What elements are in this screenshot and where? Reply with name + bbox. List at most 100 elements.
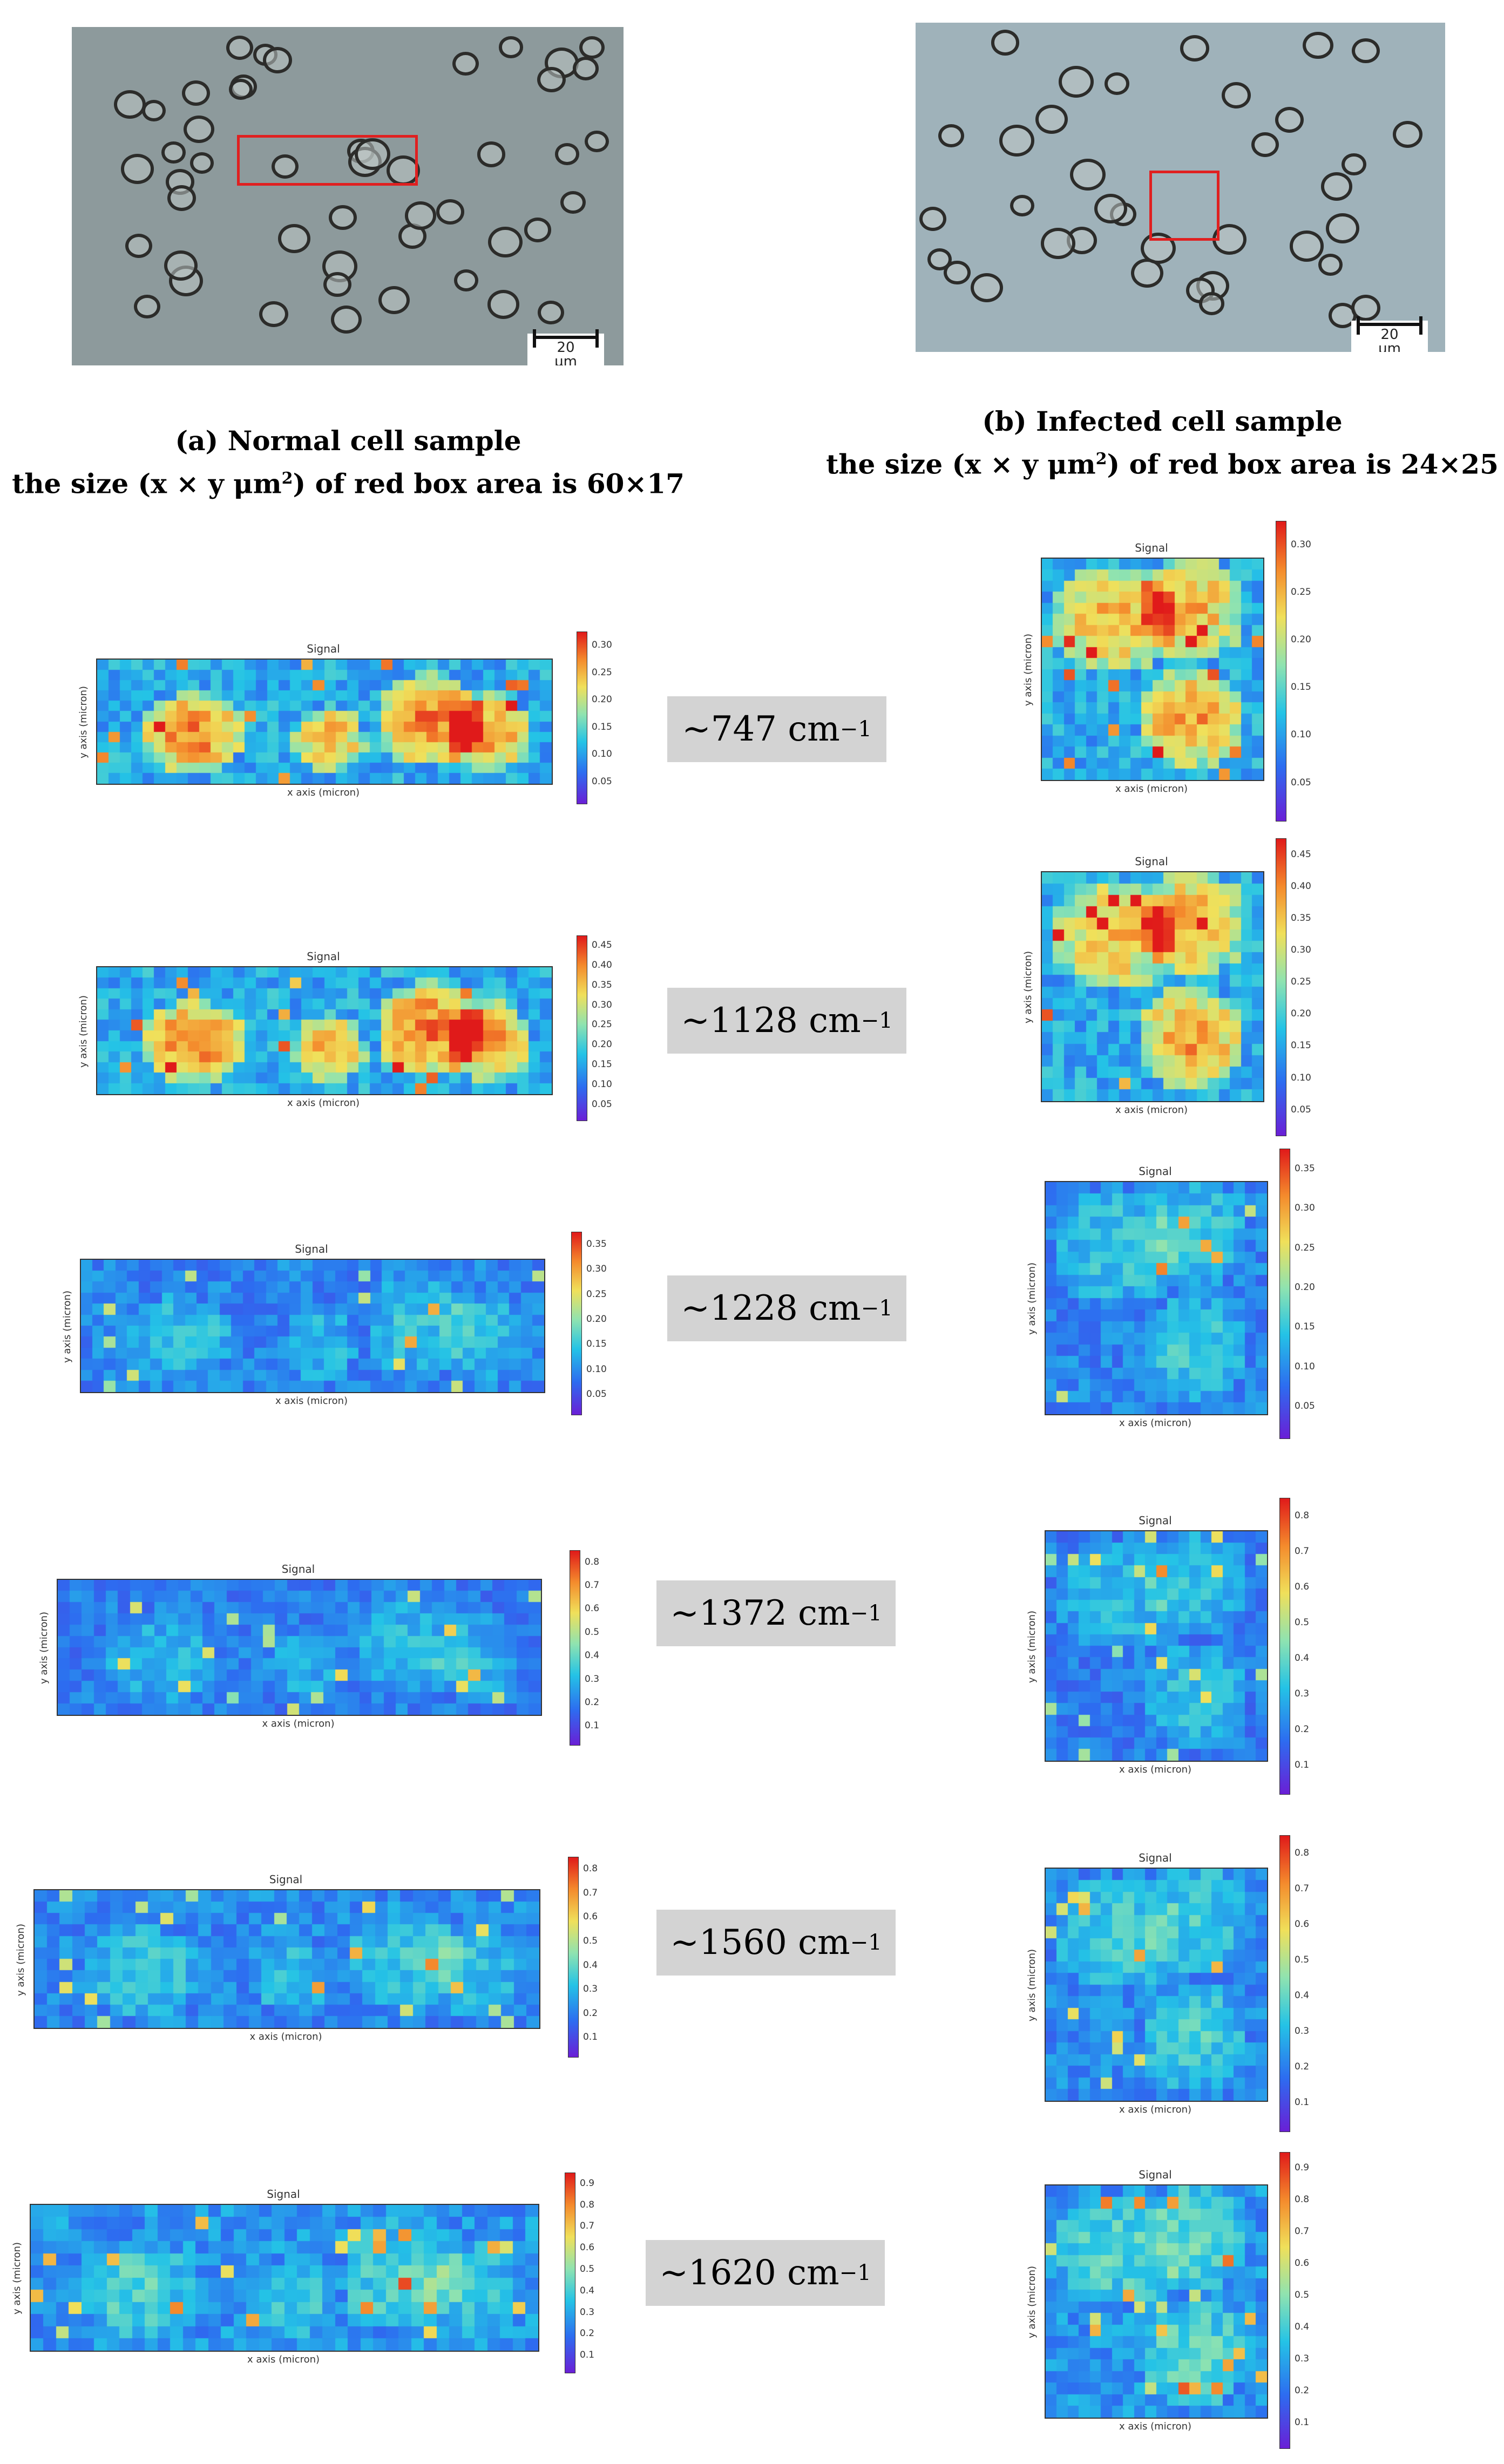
- colorbar-tick: 0.10: [1291, 1072, 1311, 1083]
- colorbar-tick: 0.5: [1295, 1954, 1310, 1966]
- colorbar-tick: 0.6: [585, 1603, 600, 1614]
- normal-cell: [125, 234, 152, 259]
- infected-cell: [1094, 194, 1128, 224]
- normal-cell: [189, 152, 214, 174]
- colorbar-tick: 0.15: [586, 1339, 607, 1350]
- colorbar-tick: 0.9: [1295, 2162, 1310, 2174]
- infected-cell: [1251, 132, 1279, 157]
- colorbar-tick: 0.20: [1291, 634, 1311, 646]
- wavenumber-label: ~1128 cm −1: [667, 988, 906, 1054]
- normal-cell: [572, 57, 599, 81]
- normal-scale-value: 20: [557, 340, 575, 356]
- colorbar-tick: 0.1: [1295, 2417, 1310, 2428]
- normal-cell: [167, 185, 197, 211]
- x-axis-label: x axis (micron): [1119, 2421, 1192, 2432]
- y-axis-label: y axis (micron): [1026, 1949, 1038, 2021]
- normal-cell: [488, 226, 523, 257]
- colorbar-ticks: 0.30 0.25 0.20 0.15 0.10 0.05: [1291, 521, 1323, 820]
- normal-cell: [113, 90, 146, 119]
- colorbar-tick: 0.5: [580, 2264, 595, 2275]
- colorbar-tick: 0.05: [592, 1098, 612, 1110]
- infected-cell: [938, 124, 965, 148]
- colorbar-ticks: 0.45 0.40 0.35 0.30 0.25 0.20 0.15 0.10 0.05: [592, 935, 624, 1120]
- x-axis-label: x axis (micron): [275, 1395, 348, 1407]
- colorbar-tick: 0.10: [1295, 1361, 1315, 1372]
- infected-cell: [1325, 213, 1359, 243]
- normal-cell: [584, 131, 609, 153]
- normal-cell: [555, 143, 580, 165]
- normal-micrograph: 20 μm: [72, 27, 624, 365]
- wavenumber-label: ~1372 cm −1: [656, 1580, 896, 1646]
- heatmap: [57, 1579, 542, 1716]
- colorbar-tick: 0.8: [1295, 2194, 1310, 2205]
- y-axis-label: y axis (micron): [78, 995, 89, 1068]
- normal-cell: [323, 271, 351, 297]
- colorbar-tick: 0.8: [585, 1556, 600, 1567]
- colorbar-tick: 0.10: [586, 1363, 607, 1375]
- x-axis-label: x axis (micron): [1115, 783, 1188, 795]
- y-axis-label: y axis (micron): [38, 1611, 50, 1684]
- colorbar-tick: 0.2: [583, 2007, 598, 2019]
- infected-micrograph: 20 μm: [916, 23, 1445, 352]
- wavenumber-label: ~1228 cm −1: [667, 1275, 906, 1341]
- colorbar-tick: 0.40: [592, 960, 612, 971]
- normal-cell: [262, 47, 293, 74]
- colorbar-tick: 0.30: [1295, 1203, 1315, 1214]
- colorbar: [1279, 1498, 1290, 1795]
- normal-cell: [278, 224, 310, 253]
- normal-cell: [524, 218, 552, 242]
- heatmap: [30, 2204, 539, 2352]
- colorbar-tick: 0.7: [583, 1887, 598, 1898]
- colorbar-tick: 0.8: [580, 2199, 595, 2210]
- wavenumber-label: ~1620 cm −1: [646, 2240, 885, 2306]
- infected-caption-size: the size (x × y μm2) of red box area is …: [826, 448, 1499, 480]
- colorbar-tick: 0.25: [586, 1288, 607, 1300]
- colorbar-tick: 0.3: [583, 1984, 598, 1995]
- colorbar-tick: 0.35: [1295, 1163, 1315, 1174]
- heatmap: [1041, 871, 1264, 1102]
- colorbar-tick: 0.6: [1295, 1919, 1310, 1930]
- colorbar-tick: 0.15: [1291, 682, 1311, 693]
- map-title: Signal: [307, 642, 340, 655]
- colorbar-tick: 0.7: [585, 1580, 600, 1591]
- colorbar-tick: 0.3: [585, 1673, 600, 1685]
- colorbar-ticks: 0.45 0.40 0.35 0.30 0.25 0.20 0.15 0.10 0.05: [1291, 838, 1323, 1135]
- colorbar-tick: 0.30: [586, 1264, 607, 1275]
- infected-cell: [1180, 35, 1209, 62]
- colorbar-tick: 0.5: [585, 1626, 600, 1638]
- colorbar-tick: 0.35: [586, 1239, 607, 1250]
- normal-caption: (a) Normal cell sample the size (x × y μ…: [0, 422, 696, 503]
- colorbar-tick: 0.8: [1295, 1848, 1310, 1858]
- infected-caption-title: (b) Infected cell sample: [982, 405, 1343, 437]
- wavenumber-label: ~747 cm −1: [667, 696, 886, 762]
- colorbar-tick: 0.25: [1295, 1242, 1315, 1253]
- colorbar: [1279, 1149, 1290, 1439]
- normal-cell: [184, 115, 215, 144]
- infected-cell: [970, 273, 1003, 303]
- normal-cell: [487, 289, 520, 319]
- normal-cell: [477, 141, 506, 167]
- normal-cell: [331, 306, 362, 334]
- infected-cell: [1035, 105, 1068, 134]
- infected-cell: [1070, 159, 1106, 191]
- x-axis-label: x axis (micron): [247, 2354, 320, 2365]
- infected-scale-value: 20: [1380, 327, 1399, 343]
- y-axis-label: y axis (micron): [1022, 633, 1034, 706]
- colorbar-tick: 0.20: [1291, 1008, 1311, 1020]
- colorbar: [571, 1232, 582, 1415]
- wavenumber-text: ~1228 cm: [681, 1288, 861, 1328]
- colorbar-tick: 0.25: [1291, 587, 1311, 598]
- map-title: Signal: [1135, 541, 1168, 554]
- colorbar-tick: 0.15: [1291, 1040, 1311, 1051]
- colorbar-tick: 0.8: [1295, 1510, 1310, 1521]
- colorbar-tick: 0.3: [1295, 2353, 1310, 2364]
- normal-cell: [226, 35, 254, 60]
- colorbar-ticks: 0.9 0.8 0.7 0.6 0.5 0.4 0.3 0.2 0.1: [1295, 2152, 1327, 2448]
- map-title: Signal: [269, 1873, 303, 1886]
- colorbar-tick: 0.05: [1291, 1104, 1311, 1115]
- colorbar-ticks: 0.8 0.7 0.6 0.5 0.4 0.3 0.2 0.1: [583, 1857, 615, 2056]
- map-title: Signal: [267, 2188, 300, 2201]
- heatmap: [1045, 1868, 1268, 2102]
- map-title: Signal: [1139, 1165, 1172, 1178]
- infected-cell: [1275, 107, 1304, 133]
